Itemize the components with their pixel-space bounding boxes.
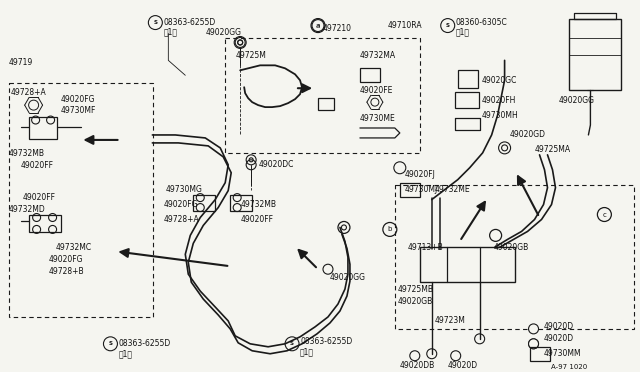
Text: 49020FG: 49020FG xyxy=(49,255,83,264)
Text: S: S xyxy=(290,341,294,346)
Circle shape xyxy=(475,334,484,344)
Circle shape xyxy=(451,351,461,361)
Text: S: S xyxy=(108,341,113,346)
Text: 08363-6255D: 08363-6255D xyxy=(163,18,216,27)
Text: 49725M: 49725M xyxy=(235,51,266,60)
Bar xyxy=(29,215,61,232)
Text: 49713+B: 49713+B xyxy=(408,243,444,252)
Text: （1）: （1） xyxy=(300,347,314,356)
Text: （1）: （1） xyxy=(163,27,177,36)
Bar xyxy=(454,92,479,108)
Text: 49020GB: 49020GB xyxy=(493,243,529,252)
Text: 49020FF: 49020FF xyxy=(22,193,56,202)
Text: 49020GD: 49020GD xyxy=(509,131,545,140)
Circle shape xyxy=(441,19,454,32)
Text: 49020GG: 49020GG xyxy=(330,273,366,282)
Bar xyxy=(193,195,215,211)
Bar xyxy=(420,247,515,282)
Text: 49728+A: 49728+A xyxy=(11,88,47,97)
Text: a: a xyxy=(316,23,320,29)
Text: 49020FF: 49020FF xyxy=(240,215,273,224)
Circle shape xyxy=(427,349,436,359)
Text: 49020FH: 49020FH xyxy=(482,96,516,105)
Text: 49730MF: 49730MF xyxy=(61,106,96,115)
Text: 49020FE: 49020FE xyxy=(360,86,394,95)
Text: 49730MM: 49730MM xyxy=(543,349,581,358)
Bar xyxy=(360,68,380,82)
Bar xyxy=(29,117,56,139)
Text: 08363-6255D: 08363-6255D xyxy=(118,339,171,348)
Text: 49730MG: 49730MG xyxy=(165,185,202,194)
Text: 49020FF: 49020FF xyxy=(20,161,54,170)
Text: 49020FJ: 49020FJ xyxy=(405,170,436,179)
Text: 49020GG: 49020GG xyxy=(559,96,595,105)
Text: （1）: （1） xyxy=(118,349,132,358)
Text: 49728+A: 49728+A xyxy=(163,215,199,224)
Circle shape xyxy=(410,351,420,361)
Text: b: b xyxy=(388,227,392,232)
Text: 49732MA: 49732MA xyxy=(360,51,396,60)
Text: 49020DB: 49020DB xyxy=(400,361,435,370)
Text: 08363-6255D: 08363-6255D xyxy=(300,337,352,346)
Circle shape xyxy=(148,16,163,29)
Bar xyxy=(225,38,420,153)
Text: 49020GB: 49020GB xyxy=(398,296,433,305)
Circle shape xyxy=(529,324,538,334)
Text: 49020GG: 49020GG xyxy=(205,28,241,37)
Text: 49730ME: 49730ME xyxy=(360,113,396,122)
Text: 49020DC: 49020DC xyxy=(258,160,294,169)
Circle shape xyxy=(285,337,299,351)
Bar xyxy=(400,183,420,197)
Bar xyxy=(458,70,477,88)
Text: 49020FG: 49020FG xyxy=(61,94,95,104)
Text: 49732MD: 49732MD xyxy=(9,205,45,214)
Circle shape xyxy=(529,339,538,349)
Text: 49725MA: 49725MA xyxy=(534,145,571,154)
Text: S: S xyxy=(445,23,450,28)
Text: 49020D: 49020D xyxy=(543,334,573,343)
Text: 49732MB: 49732MB xyxy=(9,149,45,158)
Text: 49020D: 49020D xyxy=(543,323,573,331)
Text: 49730MJ: 49730MJ xyxy=(405,185,438,194)
Text: S: S xyxy=(154,20,157,25)
Bar xyxy=(9,83,154,317)
Text: 49732ME: 49732ME xyxy=(435,185,470,194)
Text: 49725MB: 49725MB xyxy=(398,285,434,294)
Circle shape xyxy=(246,160,256,170)
Text: 08360-6305C: 08360-6305C xyxy=(456,18,508,27)
Text: 49719: 49719 xyxy=(9,58,33,67)
Text: 49730MH: 49730MH xyxy=(482,110,518,119)
Text: a: a xyxy=(316,23,320,28)
Text: 49728+B: 49728+B xyxy=(49,267,84,276)
Bar xyxy=(395,185,634,329)
Text: 49020FG: 49020FG xyxy=(163,200,198,209)
Circle shape xyxy=(104,337,118,351)
Bar xyxy=(230,195,252,211)
Text: 49732MB: 49732MB xyxy=(240,200,276,209)
Bar xyxy=(570,19,621,90)
Text: 49020GC: 49020GC xyxy=(482,76,517,85)
Text: 49732MC: 49732MC xyxy=(56,243,92,252)
Bar xyxy=(529,347,550,361)
Bar xyxy=(318,98,334,110)
Text: 497210: 497210 xyxy=(323,24,352,33)
Text: A-97 1020: A-97 1020 xyxy=(552,364,588,370)
Text: 49020D: 49020D xyxy=(448,361,478,370)
Text: （1）: （1） xyxy=(456,27,470,36)
Text: 49723M: 49723M xyxy=(435,317,466,326)
Circle shape xyxy=(529,339,538,349)
Text: 49710RA: 49710RA xyxy=(388,21,422,30)
Text: c: c xyxy=(602,212,606,218)
